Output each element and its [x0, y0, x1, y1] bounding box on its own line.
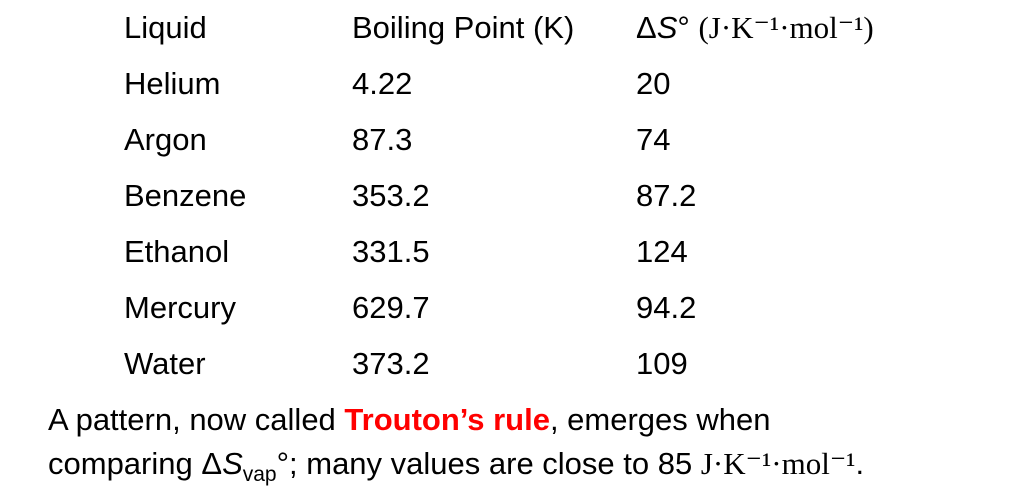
header-entropy: ΔS° (J·K⁻¹·mol⁻¹) [636, 0, 874, 56]
header-entropy-units: (J·K⁻¹·mol⁻¹) [698, 10, 874, 45]
cell-boiling-point: 373.2 [352, 346, 430, 381]
table-row: Mercury 629.7 94.2 [124, 280, 924, 336]
cell-boiling-point: 331.5 [352, 234, 430, 269]
cell-entropy: 87.2 [636, 178, 697, 213]
troutons-rule-highlight: Trouton’s rule [344, 402, 550, 437]
cell-liquid: Argon [124, 122, 207, 157]
cell-liquid: Mercury [124, 290, 236, 325]
cell-liquid: Water [124, 346, 206, 381]
entropy-symbol: S [222, 446, 243, 481]
note-text: comparing Δ [48, 446, 223, 481]
header-liquid: Liquid [124, 10, 207, 45]
table-row: Benzene 353.2 87.2 [124, 168, 924, 224]
cell-liquid: Ethanol [124, 234, 230, 269]
note-text: . [855, 446, 865, 481]
cell-entropy: 109 [636, 346, 688, 381]
header-entropy-delta: Δ [636, 10, 657, 45]
header-boiling-point: Boiling Point (K) [352, 10, 575, 45]
vap-subscript: vap [242, 463, 277, 486]
table-row: Ethanol 331.5 124 [124, 224, 924, 280]
cell-liquid: Benzene [124, 178, 247, 213]
degree-symbol: ° [276, 446, 290, 481]
cell-entropy: 74 [636, 122, 671, 157]
note-text: ; many values are close to 85 [289, 446, 701, 481]
note-text: , emerges when [549, 402, 771, 437]
header-entropy-symbol: S [656, 10, 678, 45]
cell-entropy: 20 [636, 66, 671, 101]
header-entropy-degree: ° [677, 10, 690, 45]
cell-boiling-point: 629.7 [352, 290, 430, 325]
note-line-1: A pattern, now called Trouton’s rule, em… [48, 398, 1008, 442]
table-header-row: Liquid Boiling Point (K) ΔS° (J·K⁻¹·mol⁻… [124, 0, 924, 56]
table-row: Argon 87.3 74 [124, 112, 924, 168]
note-line-2: comparing ΔSvap°; many values are close … [48, 442, 1008, 486]
cell-liquid: Helium [124, 66, 221, 101]
note-text: A pattern, now called [48, 402, 345, 437]
troutons-rule-note: A pattern, now called Trouton’s rule, em… [48, 398, 1008, 486]
cell-boiling-point: 4.22 [352, 66, 413, 101]
cell-boiling-point: 353.2 [352, 178, 430, 213]
cell-entropy: 124 [636, 234, 688, 269]
entropy-units: J·K⁻¹·mol⁻¹ [700, 446, 856, 481]
cell-boiling-point: 87.3 [352, 122, 413, 157]
cell-entropy: 94.2 [636, 290, 697, 325]
table-row: Helium 4.22 20 [124, 56, 924, 112]
table-row: Water 373.2 109 [124, 336, 924, 392]
